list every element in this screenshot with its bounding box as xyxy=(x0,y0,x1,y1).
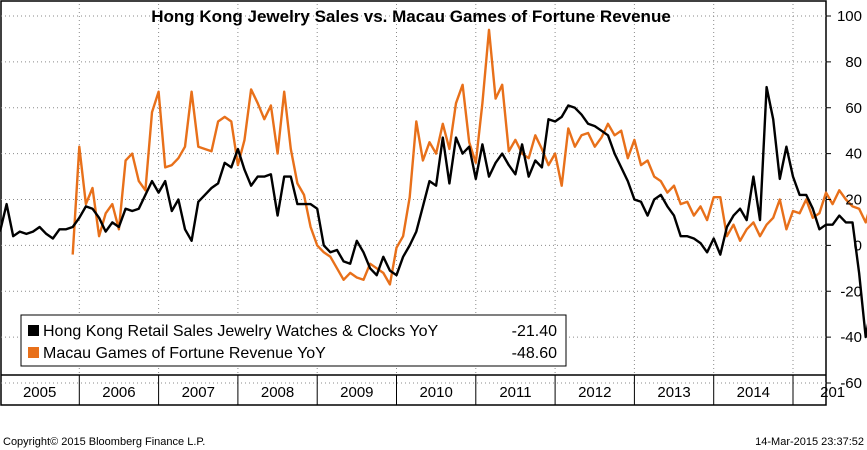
series-layer xyxy=(0,28,867,339)
legend-value-macau: -48.60 xyxy=(512,345,557,362)
x-tick-label: 2007 xyxy=(182,384,215,401)
x-tick-label: 201 xyxy=(820,384,845,401)
x-tick-label: 2011 xyxy=(499,384,531,401)
y-tick-label: -20 xyxy=(840,283,862,300)
x-tick-label: 2013 xyxy=(657,384,690,401)
y-tick-label: 100 xyxy=(837,8,862,25)
y-tick-label: 80 xyxy=(845,54,862,71)
chart-title: Hong Kong Jewelry Sales vs. Macau Games … xyxy=(151,7,671,26)
x-tick-labels: 2005 2006 2007 2008 2009 2010 2011 2012 2013 2014… xyxy=(23,384,845,401)
y-tick-label: -60 xyxy=(840,375,862,392)
x-tick-label: 2005 xyxy=(23,384,56,401)
y-tick-label: -40 xyxy=(840,329,862,346)
series-line-0 xyxy=(0,85,867,339)
legend-swatch-hk xyxy=(28,325,39,336)
y-tick-labels: -60 -40 -20 0 20 40 60 80 100 xyxy=(826,8,862,392)
legend-value-hk: -21.40 xyxy=(512,323,557,340)
legend-box xyxy=(20,314,567,367)
y-tick-label: 20 xyxy=(845,192,862,209)
y-tick-label: 0 xyxy=(854,237,862,254)
x-tick-label: 2008 xyxy=(261,384,294,401)
x-tick-label: 2010 xyxy=(419,384,452,401)
legend-label-hk: Hong Kong Retail Sales Jewelry Watches &… xyxy=(43,323,438,340)
legend: Hong Kong Retail Sales Jewelry Watches &… xyxy=(20,314,567,367)
x-tick-label: 2014 xyxy=(737,384,770,401)
y-tick-label: 40 xyxy=(845,146,862,163)
timestamp-text: 14-Mar-2015 23:37:52 xyxy=(755,436,864,448)
x-tick-label: 2012 xyxy=(578,384,611,401)
x-tick-label: 2009 xyxy=(340,384,373,401)
year-dividers xyxy=(78,4,794,405)
legend-swatch-macau xyxy=(28,347,39,358)
legend-label-macau: Macau Games of Fortune Revenue YoY xyxy=(43,345,326,362)
copyright-text: Copyright© 2015 Bloomberg Finance L.P. xyxy=(3,436,205,448)
y-tick-label: 60 xyxy=(845,100,862,117)
series-line-1 xyxy=(71,28,867,286)
x-tick-label: 2006 xyxy=(102,384,135,401)
